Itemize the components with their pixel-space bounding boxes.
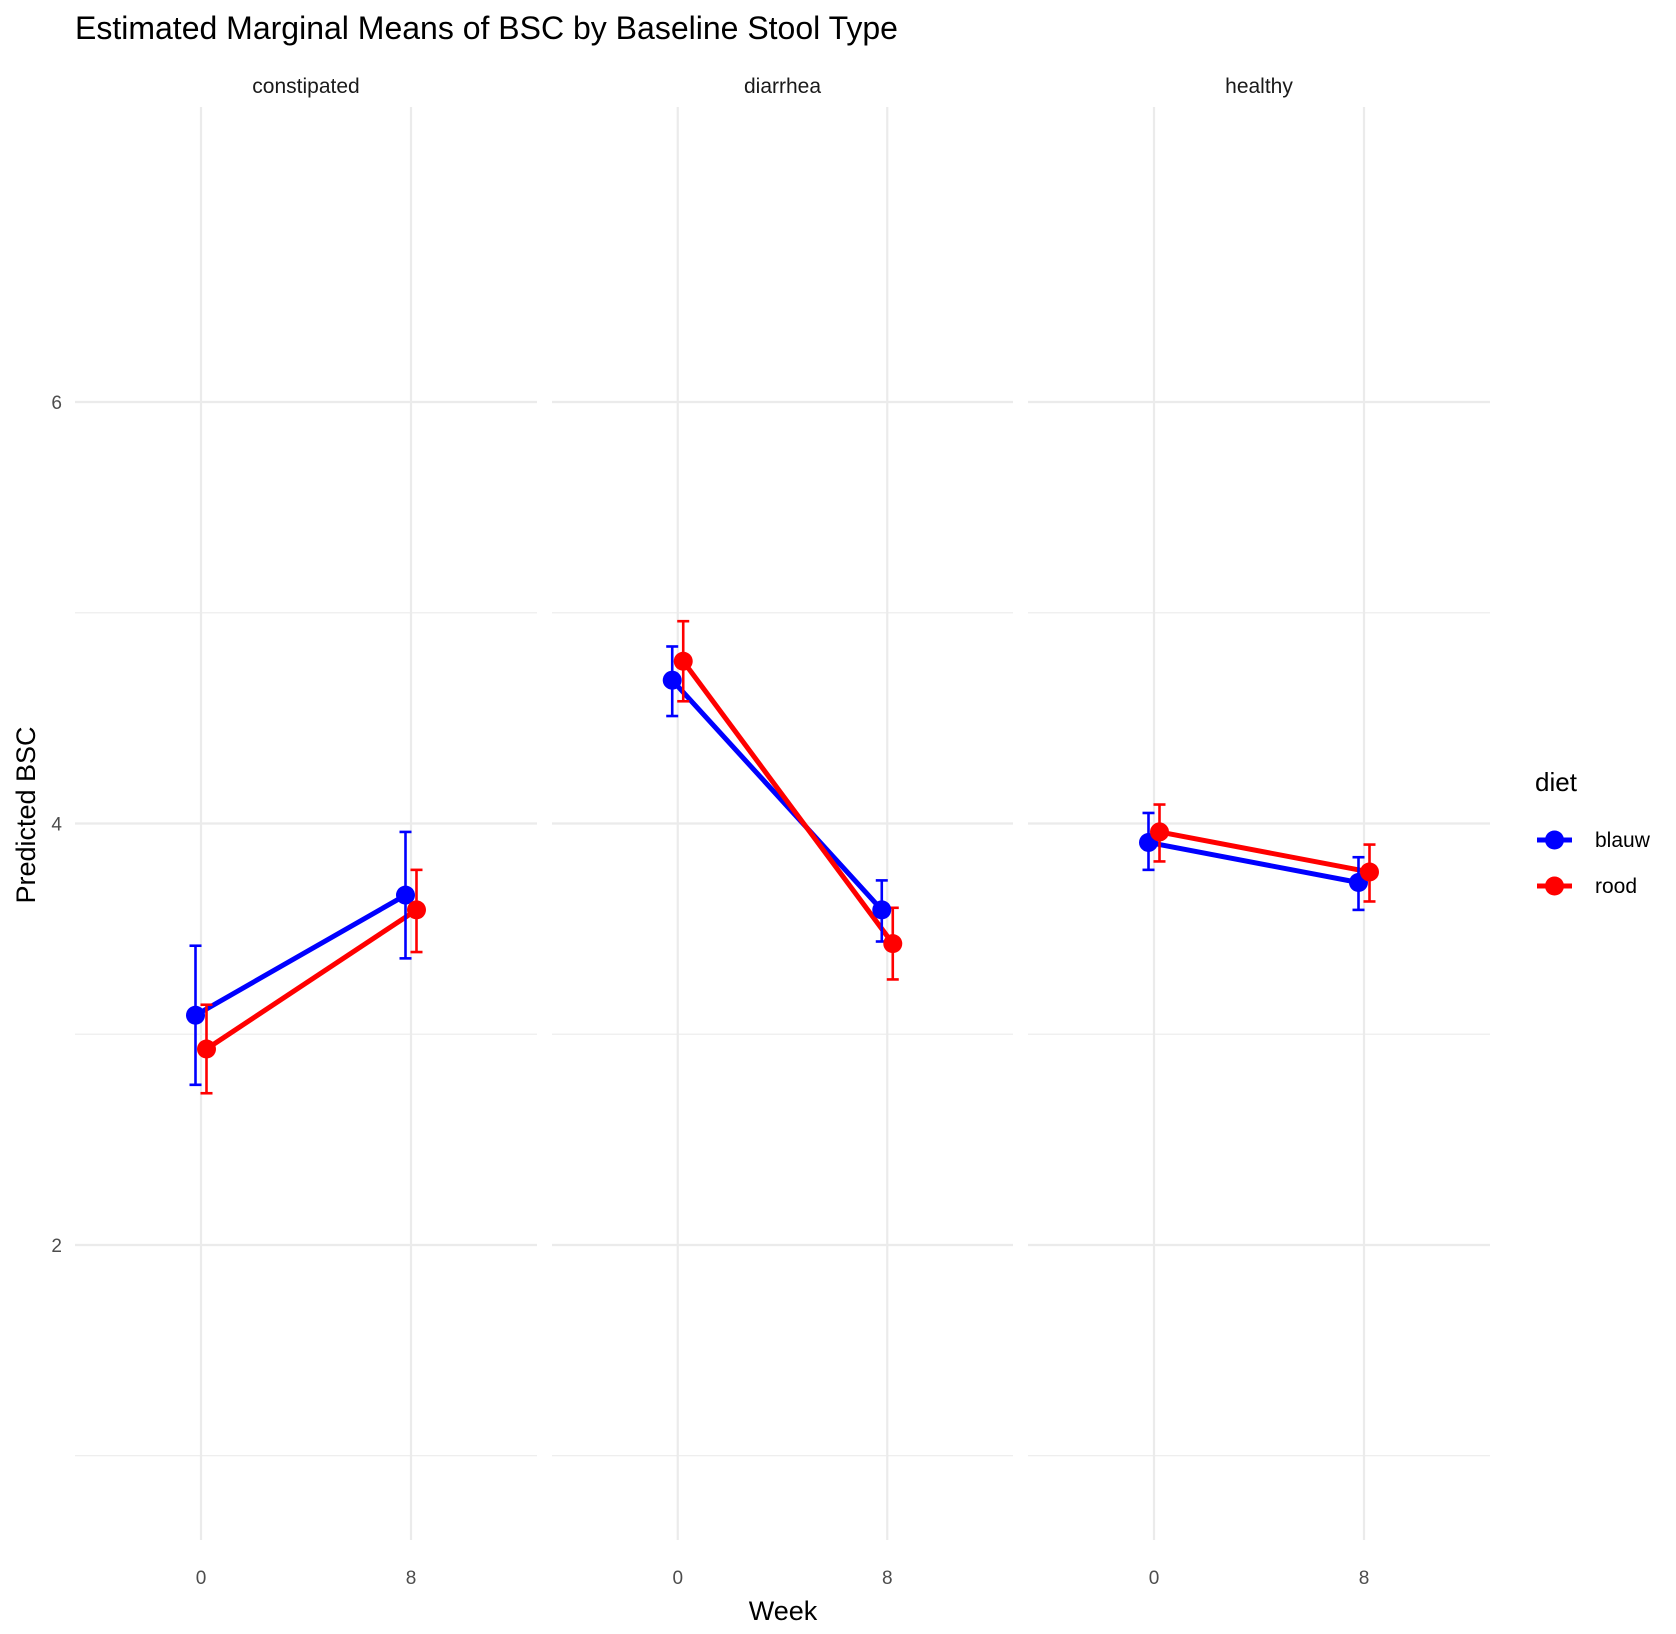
x-tick-label: 8 — [406, 1568, 417, 1589]
series-line-rood — [1159, 829, 1370, 875]
data-point-rood — [197, 1039, 216, 1059]
series-line-blauw — [670, 678, 884, 912]
y-tick-label: 4 — [51, 815, 62, 836]
legend: blauw rood — [1537, 829, 1651, 898]
data-point-rood — [1150, 822, 1169, 842]
legend-title: diet — [1535, 767, 1578, 797]
x-tick-label: 0 — [196, 1568, 207, 1589]
data-point-rood — [407, 900, 426, 920]
y-tick-label: 2 — [51, 1236, 62, 1257]
data-point-blauw — [186, 1005, 205, 1025]
x-tick-label: 8 — [882, 1568, 893, 1589]
data-point-rood — [673, 651, 693, 671]
data-point-rood — [883, 934, 903, 954]
x-tick-label: 0 — [1149, 1568, 1160, 1589]
legend-key-point — [1545, 830, 1564, 850]
legend-label: blauw — [1595, 829, 1651, 852]
data-point-blauw — [662, 670, 682, 690]
legend-entry-rood: rood — [1537, 875, 1637, 898]
legend-entry-blauw: blauw — [1537, 829, 1651, 852]
facet-panel-diarrhea: 0 8 diarrhea — [552, 75, 1013, 1589]
y-axis-label: Predicted BSC — [11, 726, 41, 903]
x-tick-label: 0 — [672, 1568, 683, 1589]
series-line-rood — [205, 907, 418, 1052]
series-line-blauw — [1148, 840, 1359, 885]
x-tick-label: 8 — [1359, 1568, 1370, 1589]
facet-panel-constipated: 0 8 constipated — [75, 75, 537, 1589]
legend-key-point — [1545, 876, 1564, 896]
series-line-blauw — [194, 892, 407, 1018]
data-point-blauw — [396, 885, 415, 905]
facet-panels: 0 8 constipated 0 8 diarrhea 0 8 healthy — [75, 75, 1490, 1589]
y-tick-label: 6 — [51, 393, 62, 414]
data-point-rood — [1360, 862, 1379, 882]
chart-title: Estimated Marginal Means of BSC by Basel… — [75, 10, 898, 46]
facet-strip-label: constipated — [252, 75, 359, 98]
data-point-blauw — [872, 900, 892, 920]
series-line-rood — [681, 659, 895, 946]
facet-strip-label: diarrhea — [744, 75, 821, 98]
legend-label: rood — [1595, 875, 1637, 898]
x-axis-label: Week — [749, 1596, 818, 1626]
facet-strip-label: healthy — [1225, 75, 1293, 98]
facet-panel-healthy: 0 8 healthy — [1028, 75, 1490, 1589]
